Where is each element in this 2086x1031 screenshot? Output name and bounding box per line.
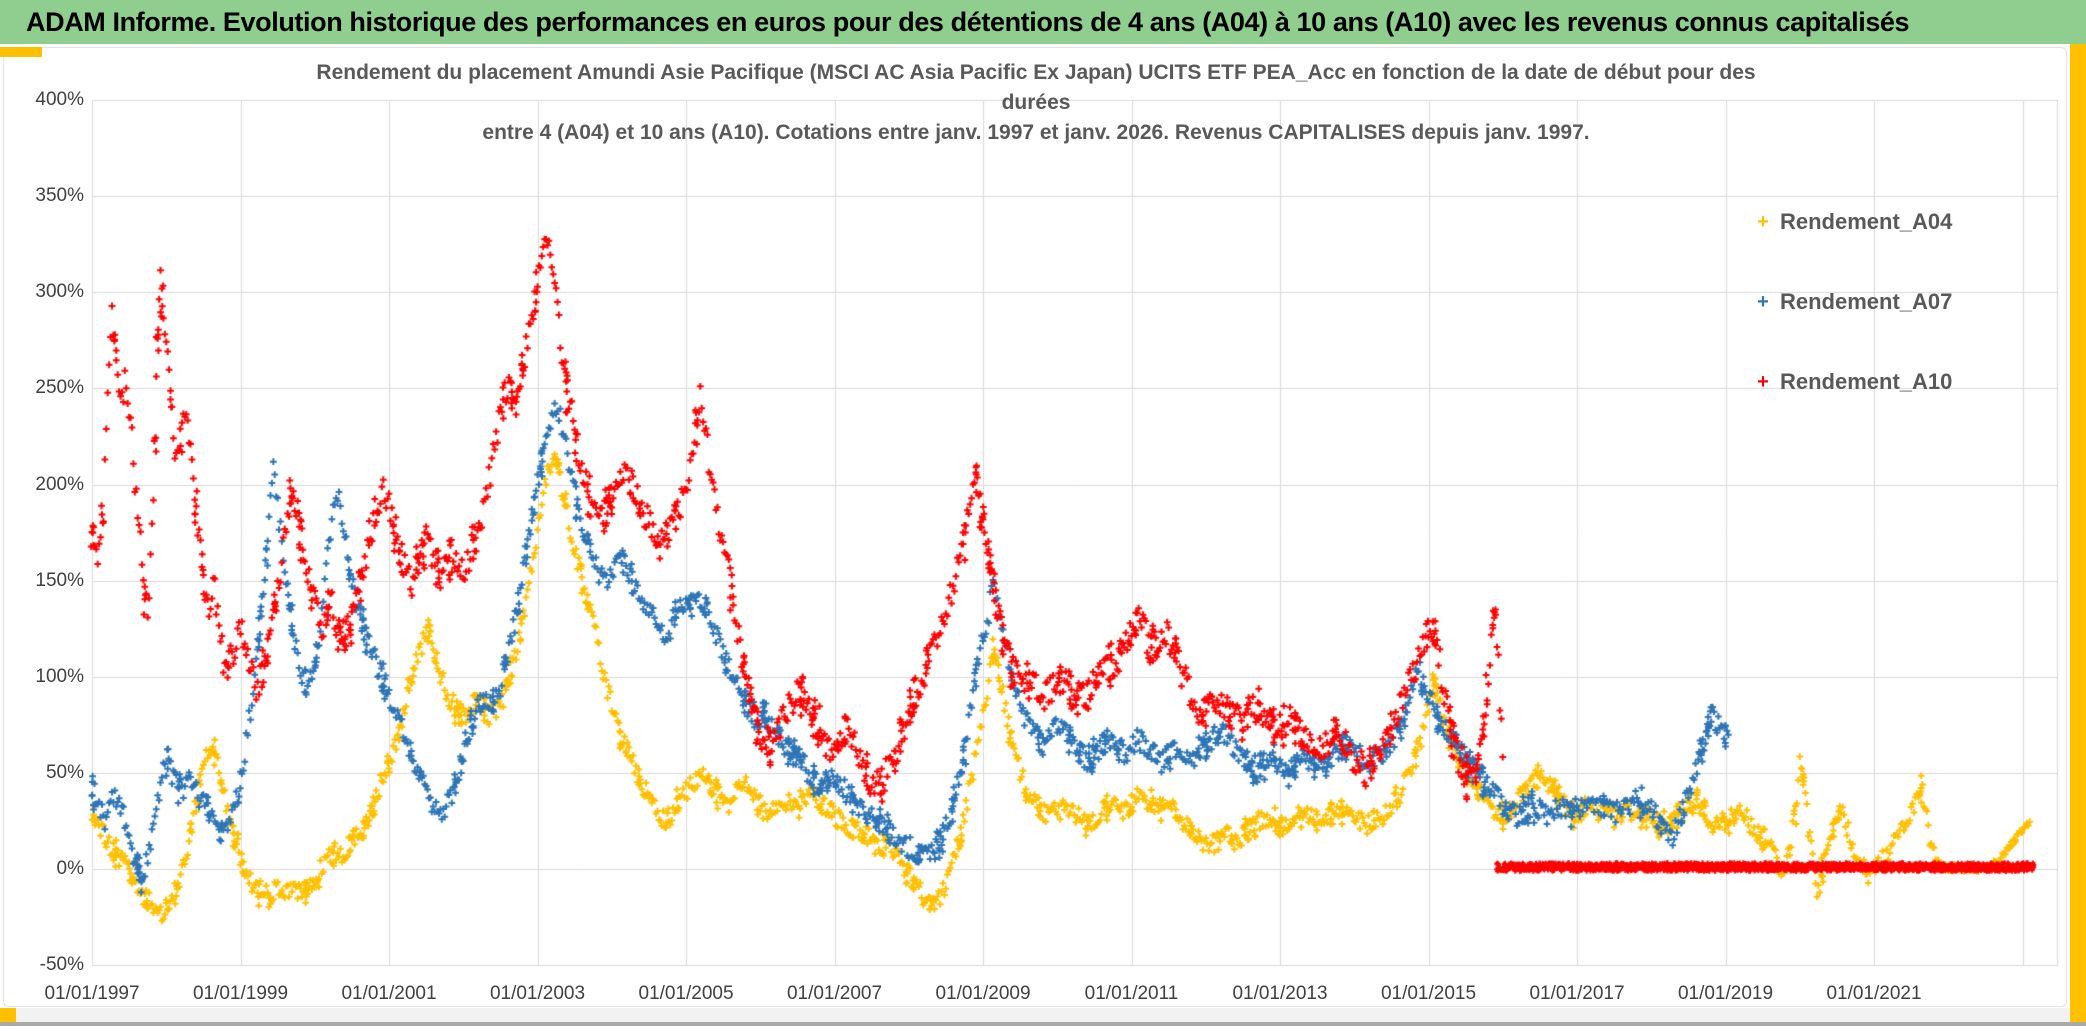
x-tick-label: 01/01/2011 xyxy=(1084,983,1179,1004)
chart-title: Rendement du placement Amundi Asie Pacif… xyxy=(92,58,1980,148)
x-tick-label: 01/01/2017 xyxy=(1529,983,1625,1004)
x-tick-label: 01/01/2007 xyxy=(786,983,883,1004)
legend-item-rendement_a04: + Rendement_A04 xyxy=(1752,206,1952,238)
x-tick-label: 01/01/2001 xyxy=(341,983,437,1004)
x-tick-label: 01/01/2013 xyxy=(1232,983,1328,1004)
y-tick-label: 300% xyxy=(35,281,84,303)
plus-marker-icon: + xyxy=(1757,290,1769,313)
legend-label: Rendement_A07 xyxy=(1780,289,1953,314)
gold-accent-bottom-left xyxy=(0,1008,16,1022)
gold-accent-right-border xyxy=(2070,44,2086,1024)
y-tick-label: -50% xyxy=(39,954,84,976)
x-tick-label: 01/01/1999 xyxy=(192,983,289,1004)
page-title: ADAM Informe. Evolution historique des p… xyxy=(26,6,1910,37)
y-tick-label: 100% xyxy=(35,665,84,687)
x-tick-label: 01/01/2021 xyxy=(1826,983,1922,1004)
gold-accent-top-left xyxy=(0,47,42,57)
x-tick-label: 01/01/1997 xyxy=(44,983,140,1004)
chart-title-line-1: Rendement du placement Amundi Asie Pacif… xyxy=(316,61,1756,84)
chart-legend: + Rendement_A04 + Rendement_A07 + Rendement_A… xyxy=(1752,206,1952,446)
chart-title-line-3: entre 4 (A04) et 10 ans (A10). Cotations… xyxy=(482,121,1590,144)
y-tick-label: 250% xyxy=(35,377,84,399)
x-tick-label: 01/01/2019 xyxy=(1677,983,1774,1004)
chart-frame xyxy=(3,47,2067,1007)
x-tick-label: 01/01/2005 xyxy=(638,983,734,1004)
y-tick-label: 400% xyxy=(35,89,84,111)
x-tick-label: 01/01/2009 xyxy=(935,983,1031,1004)
legend-label: Rendement_A10 xyxy=(1780,369,1953,394)
plus-marker-icon: + xyxy=(1757,210,1769,233)
legend-item-rendement_a10: + Rendement_A10 xyxy=(1752,366,1952,398)
legend-item-rendement_a07: + Rendement_A07 xyxy=(1752,286,1952,318)
y-tick-label: 0% xyxy=(56,858,84,879)
x-tick-label: 01/01/2015 xyxy=(1380,983,1477,1004)
y-tick-label: 200% xyxy=(35,473,84,495)
plus-marker-icon: + xyxy=(1757,370,1769,393)
bottom-edge-line xyxy=(0,1022,2086,1026)
bottom-strip xyxy=(0,1008,2070,1022)
y-tick-label: 350% xyxy=(35,185,84,207)
y-tick-label: 150% xyxy=(35,569,84,591)
y-tick-label: 50% xyxy=(45,761,84,783)
chart-title-line-2: durées xyxy=(1001,91,1071,114)
legend-label: Rendement_A04 xyxy=(1780,209,1953,234)
x-tick-label: 01/01/2003 xyxy=(489,983,586,1004)
banner: ADAM Informe. Evolution historique des p… xyxy=(0,0,2086,44)
